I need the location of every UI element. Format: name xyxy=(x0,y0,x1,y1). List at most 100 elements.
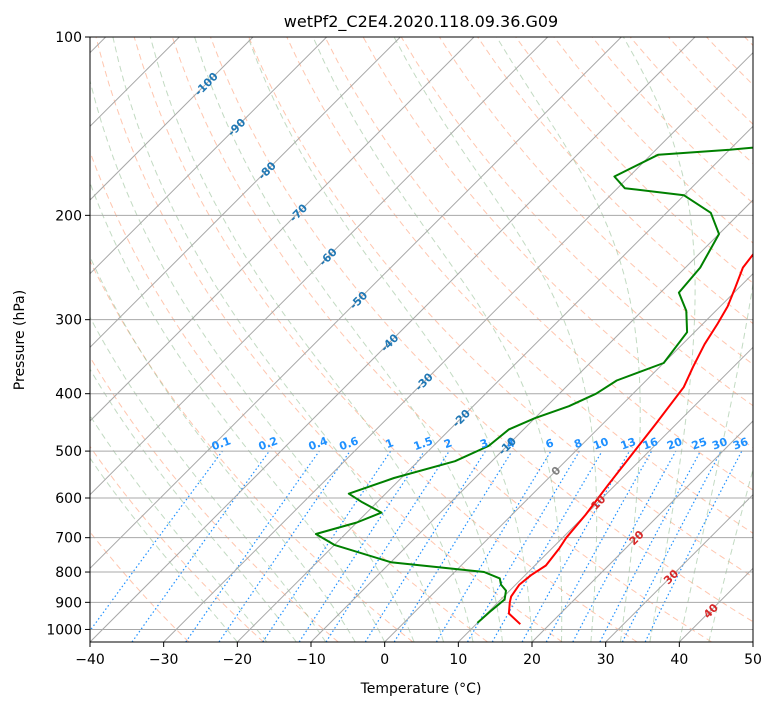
moist-adiabat xyxy=(708,467,753,642)
isotherm-line xyxy=(752,641,753,642)
mixing-ratio-label: 0.6 xyxy=(338,434,361,453)
x-tick-label: 10 xyxy=(449,652,467,668)
isotherm-line xyxy=(90,37,401,349)
mixing-ratio-line xyxy=(298,450,425,642)
mixing-ratio-label: 13 xyxy=(619,435,638,452)
mixing-ratio-line xyxy=(572,450,677,642)
moist-adiabat xyxy=(312,37,563,642)
isotherm-label: -50 xyxy=(347,289,370,312)
y-tick-label: 800 xyxy=(55,565,82,581)
moist-adiabat xyxy=(496,37,641,642)
isotherm-line xyxy=(90,37,328,275)
dry-adiabat xyxy=(286,37,753,534)
moist-adiabat xyxy=(622,37,696,642)
y-axis: 100 200 300 400 500 600 700 800 900 1000 xyxy=(46,30,90,638)
isotherm-line xyxy=(90,37,475,422)
mixing-ratio-line xyxy=(644,450,743,642)
dry-adiabat xyxy=(133,37,638,642)
dry-adiabat xyxy=(90,259,414,642)
x-tick-label: −10 xyxy=(296,652,326,668)
mixing-ratio-label: 2 xyxy=(442,436,454,451)
dry-adiabat xyxy=(668,37,753,125)
moist-adiabat xyxy=(90,255,356,642)
moist-adiabat xyxy=(678,280,753,642)
dry-adiabat xyxy=(553,37,753,244)
y-tick-label: 100 xyxy=(55,30,82,46)
mixing-ratio-line xyxy=(131,450,270,642)
x-tick-label: 0 xyxy=(380,652,389,668)
grid-lines xyxy=(90,37,753,642)
y-axis-label: Pressure (hPa) xyxy=(12,290,28,390)
x-tick-label: −20 xyxy=(223,652,253,668)
isotherm-line xyxy=(384,272,753,642)
chart-title: wetPf2_C2E4.2020.118.09.36.G09 xyxy=(284,12,558,32)
x-tick-label: 20 xyxy=(523,652,541,668)
isotherm-line xyxy=(310,199,753,642)
mixing-ratio-label: 0.2 xyxy=(257,434,280,453)
x-tick-label: 40 xyxy=(670,652,688,668)
isotherm-line xyxy=(163,51,753,642)
isotherm-label: 40 xyxy=(701,601,721,621)
mixing-ratio-label: 3 xyxy=(478,436,490,451)
isotherm-line xyxy=(90,37,696,642)
y-tick-label: 400 xyxy=(55,387,82,403)
mixing-ratio-label: 30 xyxy=(710,435,729,453)
y-tick-label: 300 xyxy=(55,313,82,329)
dry-adiabat xyxy=(171,37,712,642)
mixing-ratio-line xyxy=(521,450,631,642)
temperature-profile xyxy=(507,252,753,625)
isotherm-line xyxy=(90,37,622,570)
isotherm-line xyxy=(457,346,753,642)
moist-adiabat xyxy=(194,37,503,642)
mixing-ratio-line xyxy=(599,450,702,642)
dry-adiabat xyxy=(591,37,753,204)
moist-adiabat xyxy=(90,316,327,642)
background-lines xyxy=(90,37,753,642)
dry-adiabat xyxy=(90,445,264,642)
mixing-ratio-line xyxy=(90,450,223,632)
dry-adiabat xyxy=(90,531,190,642)
mixing-ratio-line xyxy=(262,450,392,642)
dry-adiabat xyxy=(90,356,339,642)
y-tick-label: 700 xyxy=(55,531,82,547)
moist-adiabat xyxy=(90,368,297,642)
dry-adiabat xyxy=(706,37,753,86)
moist-adiabat xyxy=(90,181,386,642)
mixing-ratio-label: 16 xyxy=(641,435,660,453)
x-tick-label: −30 xyxy=(149,652,179,668)
mixing-ratio-line xyxy=(393,450,513,642)
isotherm-label: -100 xyxy=(192,70,221,99)
line-labels: 0.1 0.2 0.4 0.6 1 1.5 2 3 4 6 8 10 13 16 20 25 30 36-100-… xyxy=(192,70,750,621)
dry-adiabat xyxy=(324,37,753,491)
isotherm-label: 10 xyxy=(588,492,608,512)
mixing-ratio-line xyxy=(545,450,653,642)
moist-adiabat xyxy=(112,37,445,642)
isotherm-label: 30 xyxy=(661,567,681,587)
mixing-ratio-label: 1 xyxy=(384,436,396,451)
x-tick-label: 30 xyxy=(597,652,615,668)
mixing-ratio-line xyxy=(364,450,486,642)
mixing-ratio-line xyxy=(218,450,351,642)
y-tick-label: 1000 xyxy=(46,622,82,638)
mixing-ratio-label: 8 xyxy=(572,436,584,451)
isotherm-line xyxy=(90,37,254,201)
moist-adiabat xyxy=(149,37,474,642)
dewpoint-profile xyxy=(314,146,753,624)
dry-adiabat xyxy=(90,150,488,642)
mixing-ratio-label: 10 xyxy=(591,435,610,453)
mixing-ratio-line xyxy=(325,450,450,642)
mixing-ratio-label: 20 xyxy=(665,435,684,453)
dry-adiabat xyxy=(248,37,753,578)
y-tick-label: 200 xyxy=(55,208,82,224)
mixing-ratio-label: 1.5 xyxy=(412,434,435,453)
x-tick-label: −40 xyxy=(75,652,105,668)
isotherm-label: -70 xyxy=(287,201,310,224)
y-tick-label: 600 xyxy=(55,491,82,507)
isotherm-label: 0 xyxy=(549,464,564,479)
x-axis-label: Temperature (°C) xyxy=(360,681,482,697)
plot-frame xyxy=(89,36,754,643)
dry-adiabat xyxy=(95,37,563,642)
y-tick-label: 500 xyxy=(55,444,82,460)
moist-adiabat xyxy=(393,37,598,642)
moist-adiabat xyxy=(90,414,268,642)
